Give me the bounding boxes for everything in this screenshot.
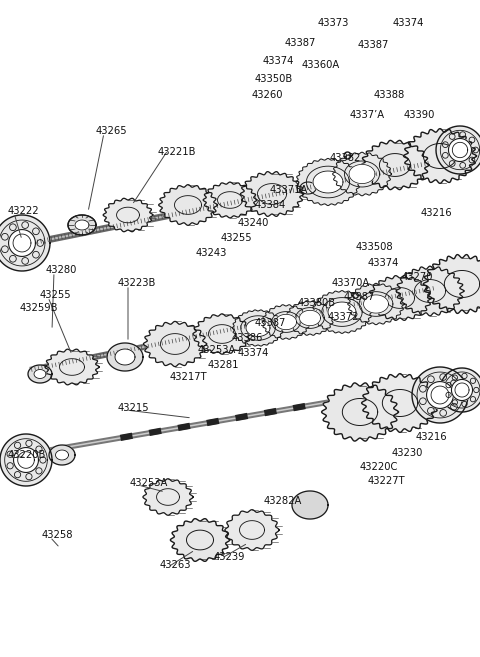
Text: 43374: 43374 <box>238 348 269 358</box>
Polygon shape <box>363 295 388 313</box>
Polygon shape <box>143 479 193 515</box>
Polygon shape <box>452 380 472 401</box>
Text: 43282A: 43282A <box>264 496 302 506</box>
Text: 43281: 43281 <box>208 360 240 370</box>
Text: 43373: 43373 <box>318 18 349 28</box>
Polygon shape <box>68 215 96 235</box>
Polygon shape <box>0 434 52 486</box>
Polygon shape <box>203 182 257 218</box>
Text: 43220C: 43220C <box>360 462 398 472</box>
Text: 43253A: 43253A <box>198 345 236 355</box>
Text: 43265: 43265 <box>96 126 128 136</box>
Text: 43255: 43255 <box>221 233 252 243</box>
Polygon shape <box>9 229 36 256</box>
Text: 43387: 43387 <box>344 292 375 302</box>
Polygon shape <box>286 301 334 335</box>
Polygon shape <box>240 171 304 216</box>
Text: 43382: 43382 <box>330 153 361 163</box>
Text: 43270: 43270 <box>402 272 433 282</box>
Text: 43217T: 43217T <box>170 372 208 382</box>
Text: 43387: 43387 <box>285 38 316 48</box>
Polygon shape <box>0 215 50 271</box>
Polygon shape <box>115 349 135 365</box>
Polygon shape <box>348 283 404 325</box>
Polygon shape <box>423 254 480 313</box>
Text: 43387: 43387 <box>255 318 287 328</box>
Polygon shape <box>322 383 398 441</box>
Polygon shape <box>436 126 480 174</box>
Text: 43239: 43239 <box>214 552 245 562</box>
Text: 43258: 43258 <box>42 530 73 540</box>
Text: 43243: 43243 <box>196 248 228 258</box>
Polygon shape <box>246 319 270 336</box>
Text: 43215: 43215 <box>118 403 150 413</box>
Polygon shape <box>45 349 99 385</box>
Text: 43350B: 43350B <box>255 74 293 84</box>
Polygon shape <box>292 491 328 519</box>
Polygon shape <box>300 310 321 326</box>
Polygon shape <box>56 450 69 460</box>
Polygon shape <box>404 129 477 183</box>
Text: 43387: 43387 <box>358 40 389 50</box>
Text: 43372: 43372 <box>328 312 360 322</box>
Text: 43370A: 43370A <box>332 278 370 288</box>
Polygon shape <box>107 343 143 371</box>
Text: 43386: 43386 <box>232 333 264 343</box>
Polygon shape <box>412 367 468 423</box>
Text: 43222: 43222 <box>8 206 40 216</box>
Polygon shape <box>349 164 375 183</box>
Text: 43260: 43260 <box>252 90 284 100</box>
Text: 43223B: 43223B <box>118 278 156 288</box>
Text: 43253A: 43253A <box>130 478 168 488</box>
Text: 43221B: 43221B <box>158 147 196 157</box>
Text: 43380B: 43380B <box>298 298 336 308</box>
Text: 43255: 43255 <box>40 290 72 300</box>
Polygon shape <box>396 266 464 316</box>
Polygon shape <box>427 382 454 409</box>
Text: 43374: 43374 <box>368 258 399 268</box>
Polygon shape <box>333 152 391 196</box>
Text: 43390: 43390 <box>404 110 435 120</box>
Polygon shape <box>28 365 52 383</box>
Text: 43216: 43216 <box>421 208 453 218</box>
Polygon shape <box>448 139 471 162</box>
Polygon shape <box>103 198 153 232</box>
Polygon shape <box>232 310 284 346</box>
Polygon shape <box>193 314 251 354</box>
Polygon shape <box>296 158 360 206</box>
Text: 43227T: 43227T <box>368 476 406 486</box>
Text: 43220B: 43220B <box>8 450 47 460</box>
Text: 43371A: 43371A <box>270 185 308 195</box>
Polygon shape <box>262 305 310 339</box>
Polygon shape <box>225 510 279 551</box>
Polygon shape <box>312 290 372 333</box>
Polygon shape <box>13 447 38 472</box>
Polygon shape <box>34 369 46 378</box>
Polygon shape <box>49 445 75 465</box>
Polygon shape <box>361 141 429 190</box>
Polygon shape <box>328 302 356 322</box>
Polygon shape <box>440 368 480 412</box>
Text: 43374: 43374 <box>263 56 294 66</box>
Polygon shape <box>144 321 206 367</box>
Text: 43263: 43263 <box>160 560 192 570</box>
Polygon shape <box>170 518 229 561</box>
Polygon shape <box>276 314 297 330</box>
Text: 43240: 43240 <box>238 218 269 228</box>
Text: 43230: 43230 <box>392 448 423 458</box>
Text: 43259B: 43259B <box>20 303 59 313</box>
Text: 4337’A: 4337’A <box>350 110 385 120</box>
Text: 43280: 43280 <box>46 265 77 275</box>
Text: 43374: 43374 <box>393 18 424 28</box>
Polygon shape <box>361 374 438 432</box>
Polygon shape <box>313 171 343 193</box>
Polygon shape <box>368 276 432 321</box>
Text: 43384: 43384 <box>255 200 286 210</box>
Polygon shape <box>75 220 89 230</box>
Text: 43360A: 43360A <box>302 60 340 70</box>
Polygon shape <box>158 185 217 225</box>
Text: 433508: 433508 <box>356 242 394 252</box>
Text: 43388: 43388 <box>374 90 405 100</box>
Text: 43216: 43216 <box>416 432 448 442</box>
